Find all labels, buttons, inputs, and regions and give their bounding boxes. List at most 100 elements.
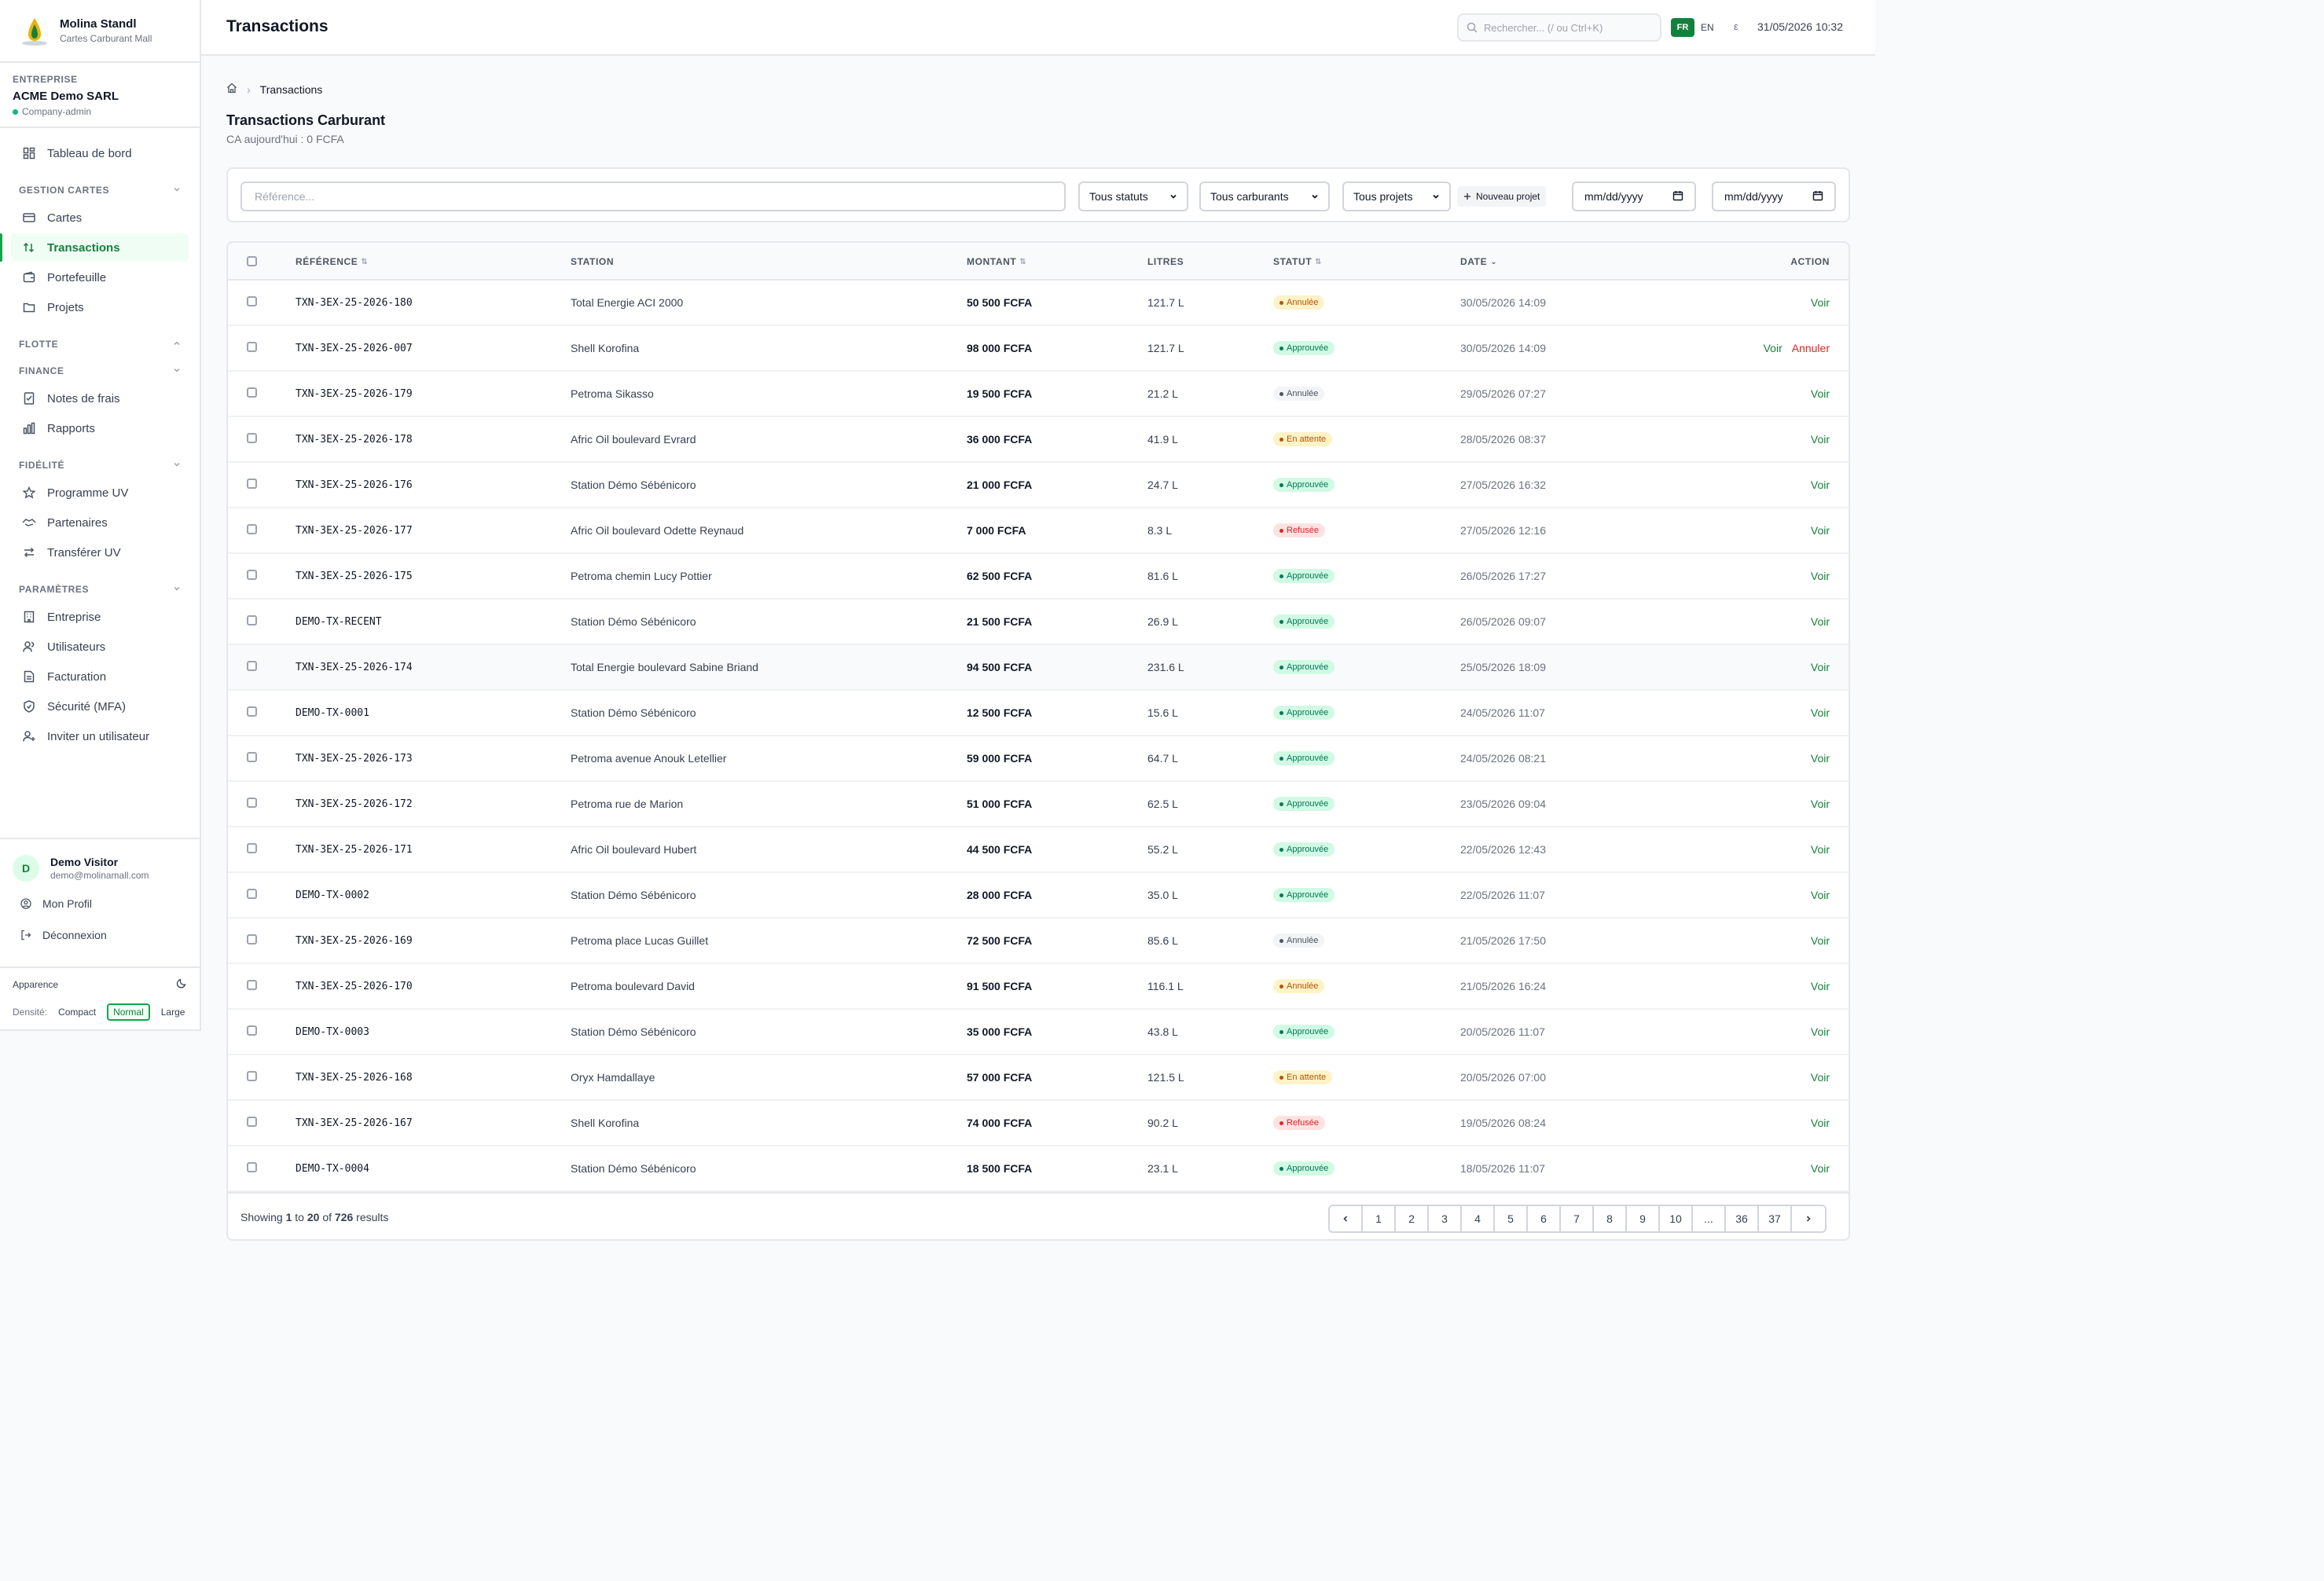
table-row[interactable]: DEMO-TX-0001 Station Démo Sébénicoro 12 50… <box>228 691 1849 736</box>
sidebar-item-transactions[interactable]: Transactions <box>0 233 189 262</box>
row-checkbox[interactable] <box>247 798 257 808</box>
row-checkbox[interactable] <box>247 387 257 398</box>
row-checkbox[interactable] <box>247 843 257 853</box>
status-select[interactable]: Tous statuts <box>1078 182 1188 211</box>
table-row[interactable]: TXN-3EX-25-2026-173 Petroma avenue Anouk … <box>228 736 1849 782</box>
view-link[interactable]: Voir <box>1810 615 1830 628</box>
col-statut[interactable]: STATUT ⇅ <box>1273 256 1322 267</box>
row-checkbox[interactable] <box>247 1025 257 1036</box>
page-button[interactable]: 4 <box>1462 1206 1495 1231</box>
view-link[interactable]: Voir <box>1810 433 1830 446</box>
view-link[interactable]: Voir <box>1810 296 1830 309</box>
view-link[interactable]: Voir <box>1810 934 1830 947</box>
table-row[interactable]: DEMO-TX-0003 Station Démo Sébénicoro 35 00… <box>228 1010 1849 1055</box>
col-date[interactable]: DATE ⌄ <box>1460 256 1497 267</box>
page-button[interactable]: 10 <box>1660 1206 1693 1231</box>
new-project-button[interactable]: Nouveau projet <box>1457 186 1547 207</box>
view-link[interactable]: Voir <box>1810 752 1830 765</box>
next-page-button[interactable] <box>1792 1206 1825 1231</box>
row-checkbox[interactable] <box>247 980 257 990</box>
table-row[interactable]: TXN-3EX-25-2026-180 Total Energie ACI 200… <box>228 281 1849 326</box>
sidebar-item-partenaires[interactable]: Partenaires <box>11 508 189 537</box>
sidebar-item-notes[interactable]: Notes de frais <box>11 384 189 413</box>
user-card[interactable]: D Demo Visitor demo@molinamall.com <box>0 839 200 888</box>
row-checkbox[interactable] <box>247 752 257 762</box>
table-row[interactable]: TXN-3EX-25-2026-007 Shell Korofina 98 000 … <box>228 326 1849 372</box>
page-button[interactable]: 8 <box>1594 1206 1627 1231</box>
page-button[interactable]: 5 <box>1495 1206 1528 1231</box>
view-link[interactable]: Voir <box>1763 342 1782 354</box>
sidebar-item-facturation[interactable]: Facturation <box>11 662 189 691</box>
table-row[interactable]: TXN-3EX-25-2026-167 Shell Korofina 74 000 … <box>228 1101 1849 1146</box>
date-from-input[interactable]: mm/dd/yyyy <box>1572 182 1696 211</box>
table-row[interactable]: TXN-3EX-25-2026-176 Station Démo Sébénico… <box>228 463 1849 508</box>
fuel-select[interactable]: Tous carburants <box>1199 182 1330 211</box>
table-row[interactable]: DEMO-TX-0002 Station Démo Sébénicoro 28 00… <box>228 873 1849 919</box>
group-loyalty[interactable]: FIDÉLITÉ <box>11 453 189 477</box>
home-icon[interactable] <box>226 83 237 96</box>
table-row[interactable]: TXN-3EX-25-2026-168 Oryx Hamdallaye 57 000… <box>228 1055 1849 1101</box>
sidebar-item-cartes[interactable]: Cartes <box>11 204 189 232</box>
sidebar-item-dashboard[interactable]: Tableau de bord <box>11 139 189 167</box>
table-row[interactable]: DEMO-TX-0004 Station Démo Sébénicoro 18 50… <box>228 1146 1849 1192</box>
row-checkbox[interactable] <box>247 433 257 443</box>
row-checkbox[interactable] <box>247 615 257 625</box>
view-link[interactable]: Voir <box>1810 570 1830 582</box>
row-checkbox[interactable] <box>247 1162 257 1172</box>
density-large-button[interactable]: Large <box>160 1007 185 1018</box>
page-button[interactable]: 7 <box>1561 1206 1594 1231</box>
view-link[interactable]: Voir <box>1810 1025 1830 1038</box>
view-link[interactable]: Voir <box>1810 661 1830 673</box>
row-checkbox[interactable] <box>247 661 257 671</box>
sidebar-item-programme[interactable]: Programme UV <box>11 479 189 507</box>
lang-fr-button[interactable]: FR <box>1671 18 1694 37</box>
view-link[interactable]: Voir <box>1810 1117 1830 1129</box>
table-row[interactable]: DEMO-TX-RECENT Station Démo Sébénicoro 21 … <box>228 600 1849 645</box>
row-checkbox[interactable] <box>247 1071 257 1081</box>
row-checkbox[interactable] <box>247 296 257 306</box>
table-row[interactable]: TXN-3EX-25-2026-169 Petroma place Lucas G… <box>228 919 1849 964</box>
group-cards[interactable]: GESTION CARTES <box>11 178 189 202</box>
view-link[interactable]: Voir <box>1810 479 1830 491</box>
group-fleet[interactable]: FLOTTE <box>11 332 189 356</box>
search-input[interactable]: Rechercher... (/ ou Ctrl+K) <box>1457 13 1661 42</box>
page-button[interactable]: 37 <box>1759 1206 1792 1231</box>
page-button[interactable]: 6 <box>1528 1206 1561 1231</box>
page-button[interactable]: 36 <box>1726 1206 1759 1231</box>
view-link[interactable]: Voir <box>1810 1071 1830 1084</box>
table-row[interactable]: TXN-3EX-25-2026-178 Afric Oil boulevard E… <box>228 417 1849 463</box>
col-montant[interactable]: MONTANT ⇅ <box>967 256 1026 267</box>
logout-link[interactable]: Déconnexion <box>11 919 189 951</box>
row-checkbox[interactable] <box>247 524 257 534</box>
table-row[interactable]: TXN-3EX-25-2026-175 Petroma chemin Lucy P… <box>228 554 1849 600</box>
page-button[interactable]: 3 <box>1429 1206 1462 1231</box>
view-link[interactable]: Voir <box>1810 889 1830 901</box>
view-link[interactable]: Voir <box>1810 1162 1830 1175</box>
sidebar-item-entreprise[interactable]: Entreprise <box>11 603 189 631</box>
moon-icon[interactable] <box>176 978 187 991</box>
sidebar-item-securite[interactable]: Sécurité (MFA) <box>11 692 189 721</box>
group-settings[interactable]: PARAMÈTRES <box>11 578 189 601</box>
density-normal-button[interactable]: Normal <box>107 1003 150 1021</box>
table-row[interactable]: TXN-3EX-25-2026-172 Petroma rue de Marion… <box>228 782 1849 827</box>
sidebar-item-portefeuille[interactable]: Portefeuille <box>11 263 189 292</box>
lang-extra-button[interactable]: ε <box>1734 20 1738 32</box>
cancel-link[interactable]: Annuler <box>1791 342 1830 354</box>
group-finance[interactable]: FINANCE <box>11 359 189 383</box>
view-link[interactable]: Voir <box>1810 706 1830 719</box>
view-link[interactable]: Voir <box>1810 524 1830 537</box>
density-compact-button[interactable]: Compact <box>58 1007 97 1018</box>
row-checkbox[interactable] <box>247 1117 257 1127</box>
row-checkbox[interactable] <box>247 706 257 717</box>
row-checkbox[interactable] <box>247 570 257 580</box>
brand[interactable]: Molina Standl Cartes Carburant Mall <box>0 0 200 63</box>
profile-link[interactable]: Mon Profil <box>11 888 189 919</box>
project-select[interactable]: Tous projets <box>1342 182 1451 211</box>
date-to-input[interactable]: mm/dd/yyyy <box>1712 182 1836 211</box>
sidebar-item-transferer[interactable]: Transférer UV <box>11 538 189 567</box>
table-row[interactable]: TXN-3EX-25-2026-177 Afric Oil boulevard O… <box>228 508 1849 554</box>
view-link[interactable]: Voir <box>1810 980 1830 992</box>
sidebar-item-rapports[interactable]: Rapports <box>11 414 189 442</box>
row-checkbox[interactable] <box>247 479 257 489</box>
table-row[interactable]: TXN-3EX-25-2026-170 Petroma boulevard Dav… <box>228 964 1849 1010</box>
